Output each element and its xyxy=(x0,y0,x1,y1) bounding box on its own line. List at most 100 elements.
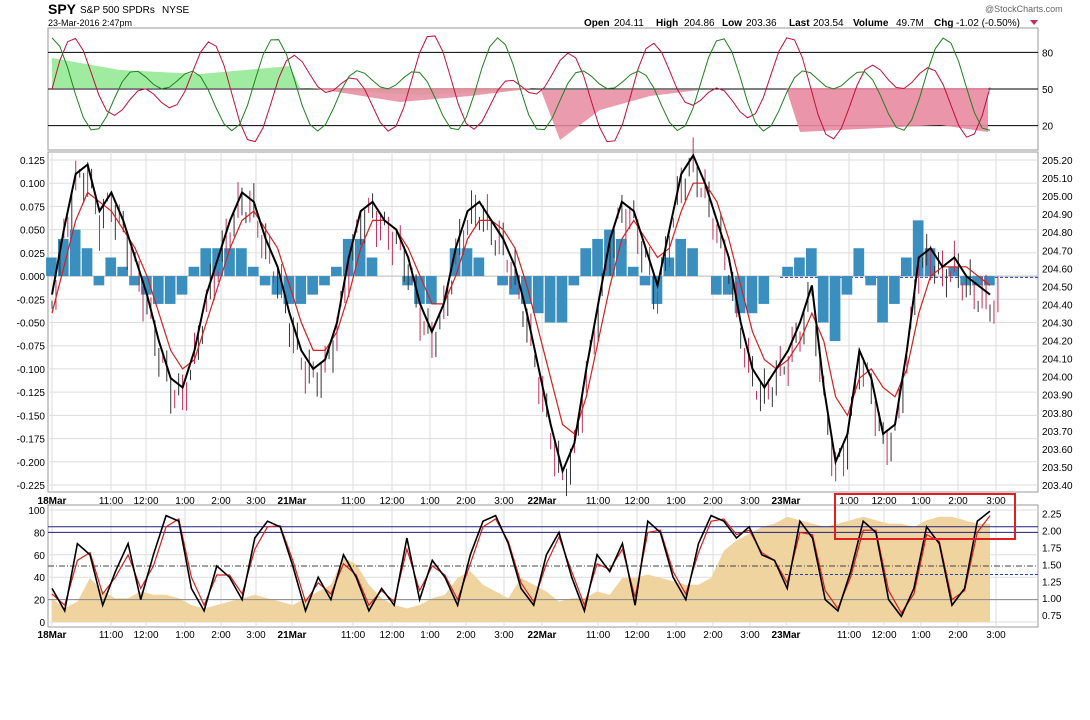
lower-right-tick: 1.00 xyxy=(1042,594,1062,605)
histogram-bar xyxy=(283,276,295,304)
watermark: @StockCharts.com xyxy=(985,4,1063,14)
histogram-bar xyxy=(57,238,69,277)
lower-left-tick: 60 xyxy=(34,551,46,562)
lower-x-label: 1:00 xyxy=(175,630,195,641)
macd-axis-tick: 0.025 xyxy=(20,249,45,260)
histogram-bar xyxy=(604,229,615,277)
price-axis-tick: 203.90 xyxy=(1042,391,1073,402)
macd-axis-tick: -0.150 xyxy=(17,411,46,422)
price-x-label: 3:00 xyxy=(986,496,1006,507)
price-axis-tick: 203.70 xyxy=(1042,427,1073,438)
datetime-label: 23-Mar-2016 2:47pm xyxy=(48,18,132,28)
lower-right-tick: 1.25 xyxy=(1042,577,1062,588)
histogram-bar xyxy=(794,257,805,277)
lower-x-label: 12:00 xyxy=(379,630,404,641)
lower-shaded-area xyxy=(52,516,990,622)
lower-left-tick: 0 xyxy=(39,618,45,629)
price-axis-tick: 205.00 xyxy=(1042,192,1073,203)
price-x-label: 3:00 xyxy=(494,496,514,507)
volume-value: 49.7M xyxy=(896,18,924,29)
histogram-bar xyxy=(889,276,900,304)
histogram-bar xyxy=(307,276,318,295)
top-oscillator-panel: 80 50 20 xyxy=(48,35,1054,143)
histogram-bar xyxy=(817,276,829,323)
lower-left-tick: 40 xyxy=(34,573,46,584)
histogram-bar xyxy=(984,276,995,286)
lower-left-tick: 100 xyxy=(28,506,45,517)
price-x-label: 1:00 xyxy=(839,496,859,507)
exchange-label: NYSE xyxy=(162,5,190,16)
histogram-bar xyxy=(841,276,853,295)
histogram-bar xyxy=(758,276,770,304)
histogram-bar xyxy=(259,276,271,286)
histogram-bar xyxy=(924,248,936,277)
histogram-bar xyxy=(639,276,651,286)
rsi-pink-area-2 xyxy=(540,88,700,140)
price-axis-tick: 203.50 xyxy=(1042,463,1073,474)
top-oscillator-green-line xyxy=(51,37,991,132)
macd-axis-tick: -0.025 xyxy=(17,295,46,306)
histogram-bar xyxy=(663,257,675,277)
lower-fast-line xyxy=(51,510,991,618)
price-x-label: 23Mar xyxy=(772,496,801,507)
histogram-bar xyxy=(580,248,592,277)
price-axis-tick: 204.60 xyxy=(1042,264,1073,275)
histogram-bar xyxy=(734,276,746,314)
histogram-bar xyxy=(473,257,485,277)
price-axis-tick: 205.10 xyxy=(1042,174,1073,185)
price-x-label: 2:00 xyxy=(703,496,723,507)
chg-value: -1.02 (-0.50%) xyxy=(956,18,1020,29)
macd-axis-tick: -0.100 xyxy=(17,365,46,376)
last-value: 203.54 xyxy=(813,18,844,29)
lower-x-label: 3:00 xyxy=(986,630,1006,641)
macd-axis-tick: 0.000 xyxy=(20,272,45,283)
price-x-label: 12:00 xyxy=(624,496,649,507)
lower-x-label: 18Mar xyxy=(38,630,67,641)
quote-summary: Open 204.11 High 204.86 Low 203.36 Last … xyxy=(584,18,1038,29)
histogram-bar xyxy=(532,276,544,314)
histogram-bar xyxy=(414,276,425,304)
lower-right-tick: 2.25 xyxy=(1042,509,1062,520)
low-label: Low xyxy=(722,18,742,29)
price-axis-tick: 203.60 xyxy=(1042,445,1073,456)
lower-x-label: 3:00 xyxy=(740,630,760,641)
signal-line xyxy=(51,182,991,435)
lower-x-label: 11:00 xyxy=(99,630,124,641)
price-x-label: 2:00 xyxy=(211,496,231,507)
lower-x-label: 12:00 xyxy=(624,630,649,641)
lower-right-tick: 0.75 xyxy=(1042,611,1062,622)
histogram-bar xyxy=(615,238,627,277)
histogram-bar xyxy=(722,276,734,295)
histogram-bar xyxy=(651,276,663,304)
price-axis-tick: 205.20 xyxy=(1042,156,1073,167)
price-x-label: 1:00 xyxy=(175,496,195,507)
histogram-bar xyxy=(331,266,342,277)
price-axis-tick: 203.80 xyxy=(1042,409,1073,420)
lower-x-label: 12:00 xyxy=(133,630,158,641)
macd-axis-tick: -0.175 xyxy=(17,435,46,446)
macd-axis-tick: 0.125 xyxy=(20,156,45,167)
histogram-bar xyxy=(960,276,972,286)
down-arrow-icon xyxy=(1030,20,1038,25)
lower-x-label: 1:00 xyxy=(666,630,686,641)
histogram-bar xyxy=(319,276,330,286)
lower-x-label: 12:00 xyxy=(871,630,896,641)
volume-label: Volume xyxy=(853,18,889,29)
histogram-bar xyxy=(46,257,57,277)
lower-left-tick: 20 xyxy=(34,596,46,607)
highlight-box xyxy=(834,493,1016,540)
lower-right-tick: 1.50 xyxy=(1042,560,1062,571)
macd-line xyxy=(51,153,991,475)
price-x-label: 11:00 xyxy=(341,496,366,507)
histogram-bar xyxy=(105,257,117,277)
symbol-title: SPY xyxy=(48,1,77,17)
chg-label: Chg xyxy=(934,18,953,29)
price-x-label: 21Mar xyxy=(278,496,307,507)
histogram-bar xyxy=(141,276,152,295)
histogram-bar xyxy=(129,276,140,286)
low-value: 203.36 xyxy=(746,18,777,29)
histogram-bar xyxy=(69,229,81,277)
price-axis-tick: 204.10 xyxy=(1042,355,1073,366)
histogram-bar xyxy=(687,248,698,277)
